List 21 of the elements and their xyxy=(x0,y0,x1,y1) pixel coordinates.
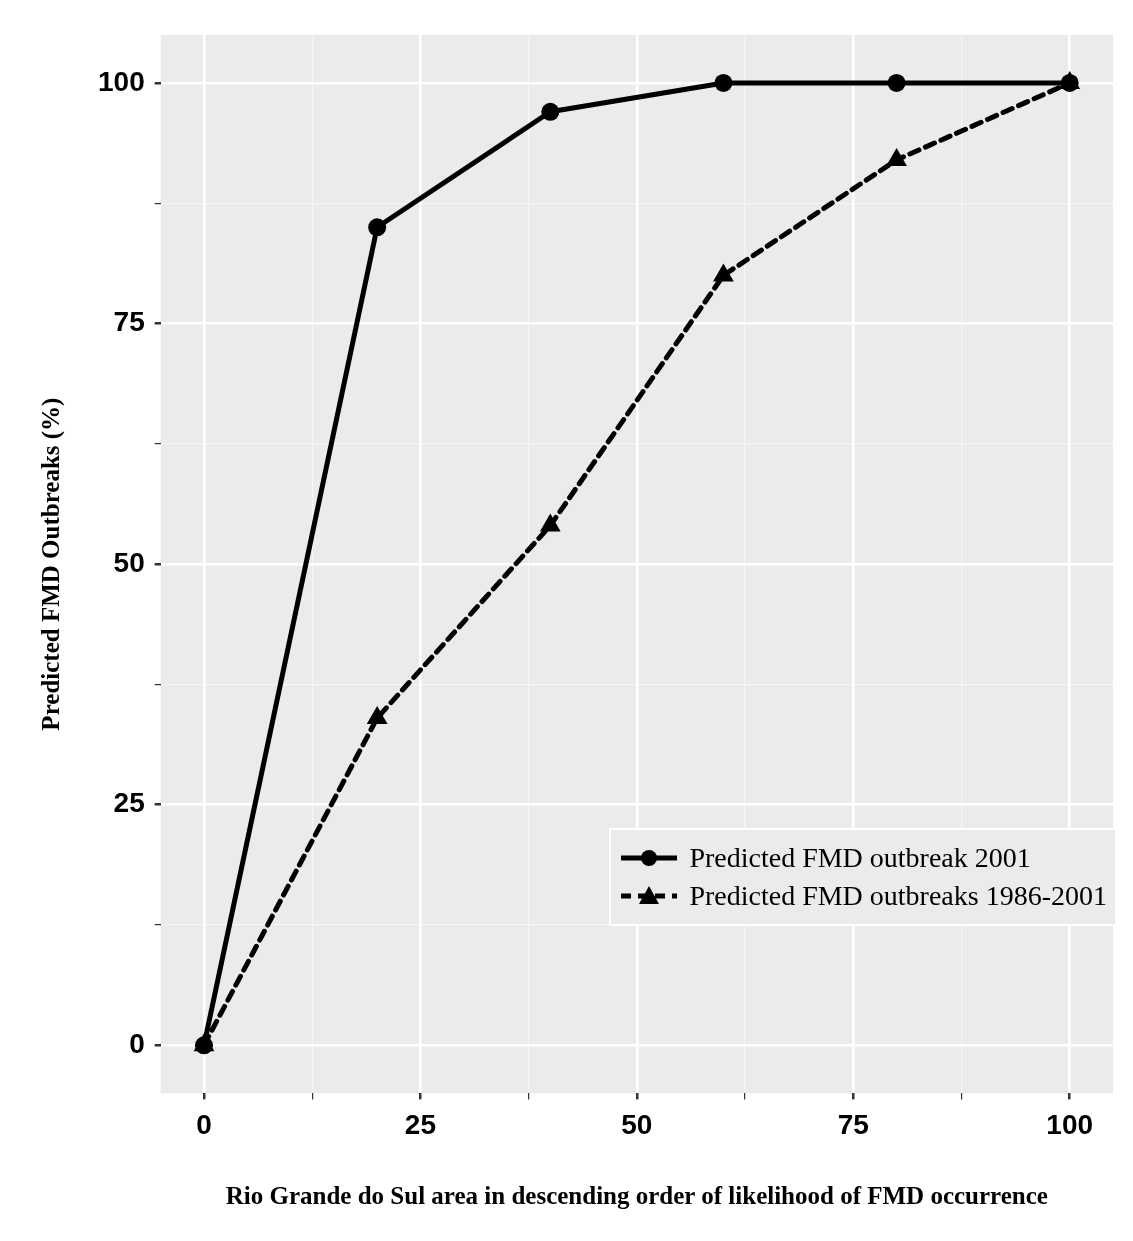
point xyxy=(713,263,734,282)
y-tick-label: 100 xyxy=(98,65,145,97)
point xyxy=(368,218,387,237)
x-axis-title: Rio Grande do Sul area in descending order of likelihood of FMD occurrence xyxy=(225,1182,1048,1210)
x-tick-label: 25 xyxy=(404,1108,437,1140)
y-tick-label: 50 xyxy=(113,546,145,578)
point xyxy=(541,102,560,121)
point xyxy=(366,706,388,725)
x-tick-label: 0 xyxy=(196,1108,212,1140)
y-tick-label: 0 xyxy=(129,1028,145,1059)
x-tick-label: 75 xyxy=(837,1108,869,1140)
y-tick-label: 25 xyxy=(113,787,145,819)
legend-label: Predicted FMD outbreak 2001 xyxy=(689,842,1031,874)
point xyxy=(714,73,733,92)
y-tick-label: 75 xyxy=(113,306,145,338)
x-tick-label: 50 xyxy=(621,1108,653,1140)
point xyxy=(539,513,561,532)
legend-label: Predicted FMD outbreaks 1986-2001 xyxy=(689,880,1107,912)
y-axis-title: Predicted FMD Outbreaks (%) xyxy=(37,397,66,731)
point xyxy=(887,73,906,92)
x-tick-label: 100 xyxy=(1046,1108,1094,1140)
